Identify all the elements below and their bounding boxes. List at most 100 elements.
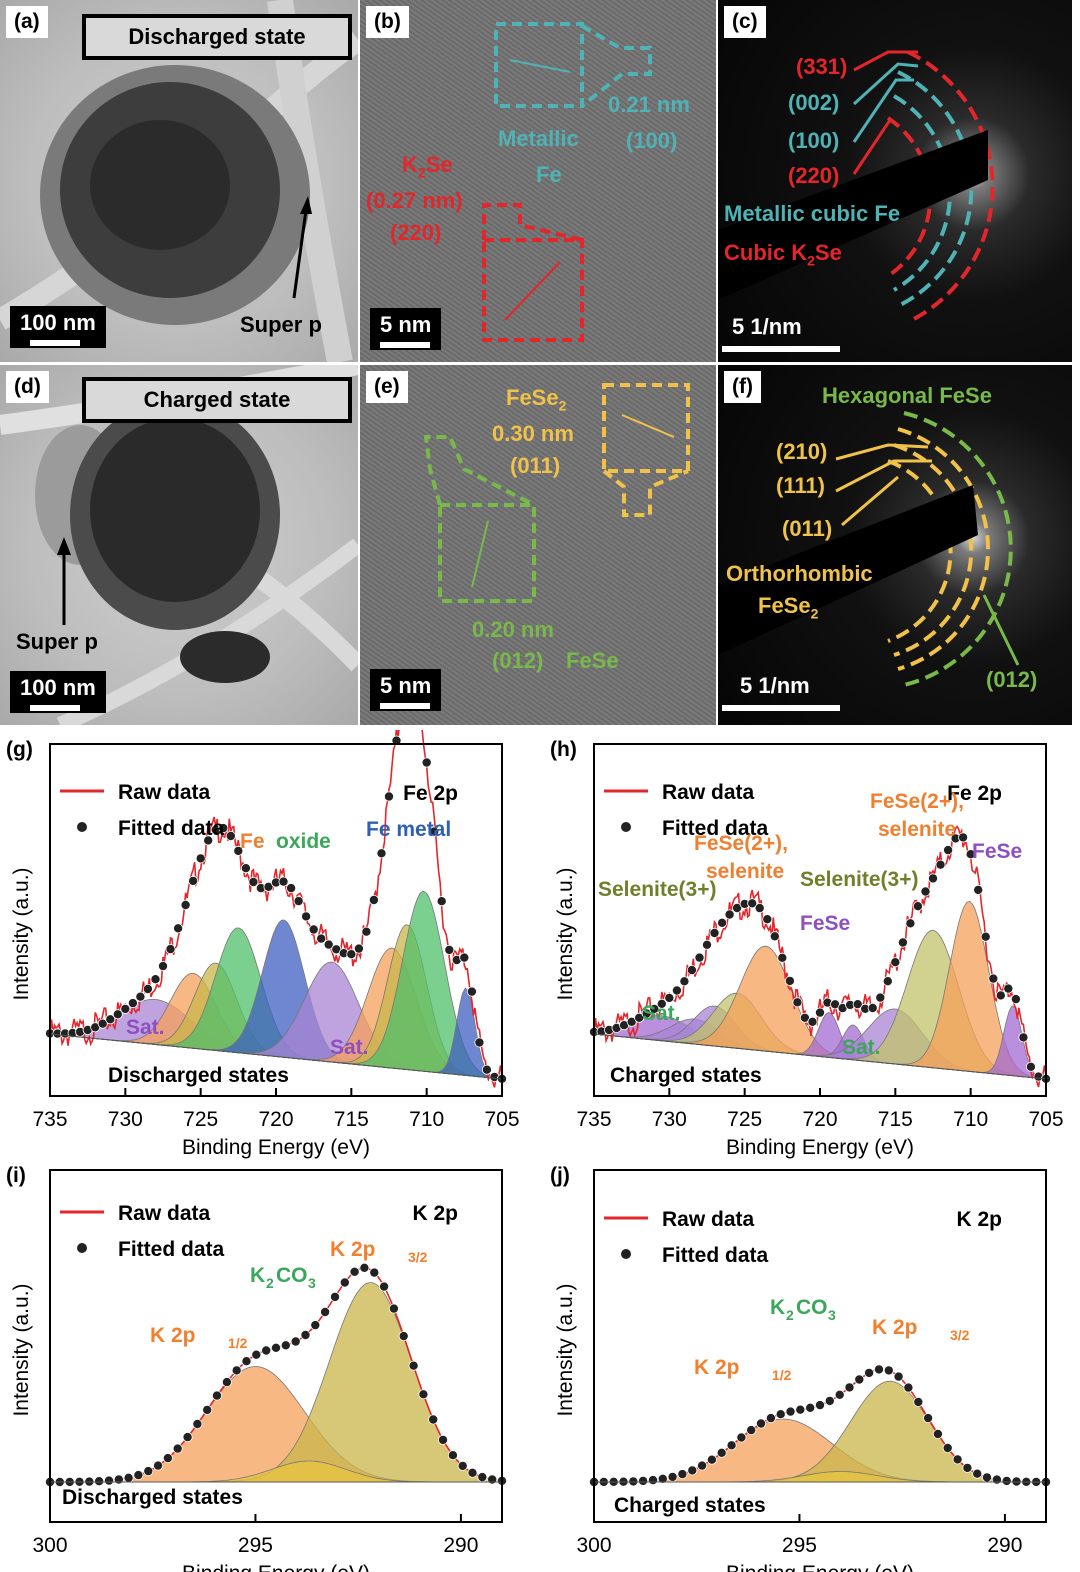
xps-fit-point [923, 1413, 934, 1424]
xps-fit-point [466, 986, 477, 997]
xps-fit-point [429, 826, 440, 837]
xps-tick-label: 735 [32, 1108, 67, 1131]
xps-fit-point [143, 1466, 154, 1477]
xps-annot-fe: Fe [240, 830, 265, 853]
xps-fit-point [280, 1340, 291, 1351]
panel-e-scalebar: 5 nm [370, 669, 442, 711]
panel-e-fese2-name: FeSe2 [506, 385, 566, 413]
panel-b-k2se-plane: (220) [390, 220, 442, 245]
xps-fit-point [293, 896, 304, 907]
xps-frame [593, 1169, 1047, 1523]
xps-fit-point [973, 884, 984, 895]
xps-tick-label: 710 [953, 1108, 988, 1131]
panel-f-label: (f) [724, 371, 761, 403]
panel-b-fe-plane: (100) [626, 128, 678, 153]
xps-annot-k2co3-sub: 2 [786, 1307, 794, 1323]
xps-fit-point [474, 1037, 485, 1048]
panel-b-overlays [482, 22, 652, 342]
panel-e-scale-text: 5 nm [380, 673, 432, 698]
xps-fit-point [165, 944, 176, 955]
xps-fit-point [913, 1397, 924, 1408]
panel-f-ortho-1: Orthorhombic [726, 561, 873, 586]
xps-fit-point [157, 961, 168, 972]
panel-e-overlays [423, 383, 690, 603]
panel-c-ring-4: (220) [788, 163, 840, 188]
xps-fit-point [379, 1281, 390, 1292]
xps-fit-point [694, 952, 705, 963]
xps-fit-point [893, 1371, 904, 1382]
panel-f-ring-2: (111) [776, 473, 825, 498]
panel-d-annotation: Super p [16, 629, 98, 654]
panel-a-image: (a) Discharged state Super p 100 nm [0, 0, 358, 362]
panel-a-scalebar: 100 nm [10, 306, 106, 348]
xps-legend-fit: Fitted data [662, 817, 768, 840]
xps-fit-point [875, 992, 886, 1003]
xps-fit-point [679, 976, 690, 987]
panel-c-legend-k2se-b: Se [814, 240, 842, 265]
panel-f-ring-012: (012) [986, 667, 1038, 692]
panel-e-fese2-spacing: 0.30 nm [492, 421, 574, 446]
xps-fit-point [746, 1425, 757, 1436]
xps-annot-k2co3-sub: 2 [266, 1275, 274, 1291]
xps-fit-point [349, 1266, 360, 1277]
xps-title: K 2p [412, 1202, 458, 1225]
panel-b-k2se-sub: 2 [417, 164, 426, 181]
xps-fit-point [686, 965, 697, 976]
xps-fit-point [105, 1014, 116, 1025]
xps-ylabel: Intensity (a.u.) [10, 867, 33, 1000]
xps-tick-label: 705 [1028, 1108, 1063, 1131]
xps-fit-point [388, 1303, 399, 1314]
panel-b-fe-name-1: Metallic [498, 126, 579, 151]
panel-b-fe-name-2: Fe [536, 162, 562, 187]
xps-tick-label: 290 [987, 1534, 1022, 1557]
xps-fit-point [1025, 1061, 1036, 1072]
xps-tick-label: 290 [443, 1534, 478, 1557]
xps-fit-point [815, 1007, 826, 1018]
xps-tick-label: 705 [484, 1108, 519, 1131]
xps-fit-point [656, 998, 667, 1009]
xps-tick-label: 300 [576, 1534, 611, 1557]
xps-fit-point [113, 1474, 124, 1485]
xps-fit-point [316, 933, 327, 944]
xps-fit-point [408, 1360, 419, 1371]
xps-fit-point [457, 1460, 468, 1471]
xps-fit-point [912, 901, 923, 912]
panel-e-label: (e) [366, 371, 408, 403]
xps-fit-point [300, 1330, 311, 1341]
panel-c-ring-2: (002) [788, 90, 840, 115]
xps-legend-raw: Raw data [662, 781, 755, 804]
xps-tick-label: 720 [802, 1108, 837, 1131]
xps-annot-k2p32-sub: 3/2 [950, 1327, 970, 1343]
xps-fit-point [697, 1460, 708, 1471]
xps-annot-k2p12-sub: 1/2 [772, 1367, 792, 1383]
xps-annot-k2co3-sub2: 3 [308, 1275, 316, 1291]
xps-fit-point [935, 859, 946, 870]
xps-fit-point [628, 1476, 639, 1487]
xps-fit-point [436, 896, 447, 907]
xps-fit-point [188, 875, 199, 886]
panel-d-label: (d) [6, 371, 49, 403]
xps-fit-point [172, 1443, 183, 1454]
xps-fit-point [112, 1009, 123, 1020]
xps-annot-oxide: oxide [276, 830, 331, 853]
xps-fit-point [732, 902, 743, 913]
xps-fit-point [854, 1374, 865, 1385]
xps-fit-point [225, 831, 236, 842]
panel-f-scale-text: 5 1/nm [740, 673, 810, 698]
panel-b-k2se-name: K2Se [402, 152, 453, 180]
xps-fit-point [153, 1460, 164, 1471]
xps-fit-point [182, 1432, 193, 1443]
xps-fit-point [361, 926, 372, 937]
xps-fit-point [339, 1277, 350, 1288]
xps-fit-point [211, 1390, 222, 1401]
panel-b-scale-text: 5 nm [380, 312, 432, 337]
panel-e-image: (e) FeSe2 0.30 nm (011) 0.20 nm (012) Fe… [360, 365, 716, 725]
xps-fit-point [437, 1434, 448, 1445]
xps-fit-point [133, 1470, 144, 1481]
panel-b-k2se-name-k: K [402, 152, 418, 177]
xps-fit-point [127, 998, 138, 1009]
xps-fit-point [664, 992, 675, 1003]
xps-fit-point [1001, 1475, 1012, 1486]
xps-panel-label: (g) [6, 738, 33, 761]
xps-fit-point [162, 1453, 173, 1464]
